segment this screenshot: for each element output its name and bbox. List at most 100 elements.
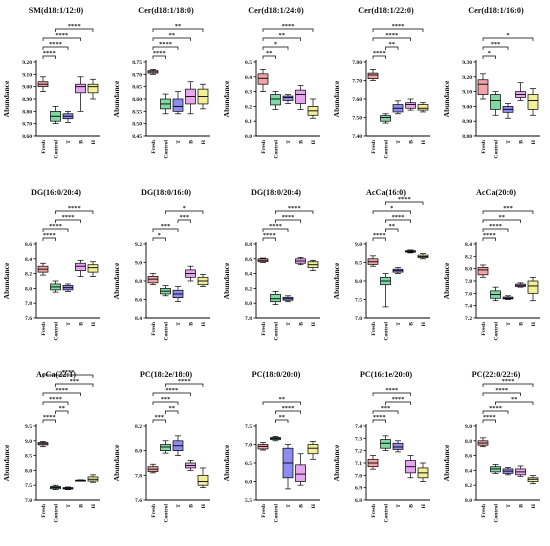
significance-label: ** — [389, 223, 395, 230]
significance-label: **** — [49, 223, 62, 230]
box-control — [270, 293, 281, 303]
significance-label: **** — [43, 50, 56, 57]
x-tick-label: Control — [384, 322, 390, 341]
x-tick-label: H — [421, 139, 427, 144]
box-b — [295, 89, 306, 104]
significance-bracket — [275, 219, 301, 223]
y-tick-label: 7.8 — [135, 473, 142, 479]
significance-bracket — [42, 392, 81, 396]
significance-label: **** — [495, 387, 508, 394]
significance-label: **** — [392, 214, 405, 221]
box-fresh — [147, 276, 159, 284]
x-tick-label: Control — [494, 322, 500, 341]
y-tick-label: 8.65 — [132, 85, 142, 91]
significance-label: **** — [43, 414, 56, 421]
significance-label: *** — [161, 223, 171, 230]
significance-bracket — [495, 401, 534, 405]
y-tick-label: 8.8 — [135, 279, 142, 285]
significance-bracket — [42, 228, 69, 232]
significance-bracket — [152, 37, 191, 41]
x-tick-label: Fresh — [151, 139, 157, 153]
x-tick-label: Control — [274, 504, 280, 523]
x-tick-label: Control — [384, 140, 390, 159]
x-tick-label: Control — [494, 140, 500, 159]
significance-bracket — [152, 228, 179, 232]
significance-bracket — [385, 401, 411, 405]
x-tick-label: H — [91, 139, 97, 144]
x-tick-label: T — [286, 322, 292, 326]
x-tick-label: H — [311, 503, 317, 508]
chart-panel-13: PC(18:0/20:0) Abundance 5.5 6.0 6.5 7.0 7.5 Fre… — [222, 370, 320, 523]
y-tick-label: 9.10 — [462, 90, 472, 96]
significance-label: *** — [503, 205, 513, 212]
x-tick-label: B — [189, 322, 195, 326]
box-h — [197, 474, 209, 486]
chart-panel-4: Cer(d18:1/22:0) Abundance 7.40 7.50 7.60 7.70… — [332, 6, 430, 159]
x-tick-label: H — [531, 503, 537, 508]
significance-bracket — [482, 37, 534, 41]
x-tick-label: Fresh — [41, 321, 47, 335]
y-tick-label: 7.8 — [25, 301, 32, 307]
significance-bracket — [262, 237, 276, 241]
y-tick-label: 8.0 — [25, 286, 32, 292]
y-tick-label: 7.6 — [135, 498, 142, 504]
significance-bracket — [152, 28, 204, 32]
y-tick-label: 7.0 — [355, 316, 362, 322]
significance-bracket — [152, 392, 191, 396]
box-control — [380, 115, 391, 122]
chart-title: Cer(d18:1/18:0) — [138, 6, 194, 15]
x-tick-label: Fresh — [371, 503, 377, 517]
x-tick-label: B — [409, 140, 415, 144]
significance-label: **** — [153, 50, 166, 57]
chart-panel-2: Cer(d18:1/18:0) Abundance 8.45 8.50 8.55 8.60… — [112, 6, 210, 159]
y-tick-label: 8.2 — [465, 254, 472, 260]
significance-bracket — [55, 383, 94, 387]
x-tick-label: B — [189, 140, 195, 144]
chart-panel-9: AcCa(16:0) Abundance 7.0 7.5 8.0 8.5 9.0 Fresh C… — [332, 188, 430, 341]
x-tick-label: B — [79, 140, 85, 144]
significance-bracket — [482, 419, 496, 423]
x-tick-label: Control — [164, 322, 170, 341]
chart-title: AcCa(16:0) — [366, 188, 406, 197]
significance-label: ** — [59, 405, 65, 412]
significance-bracket — [262, 28, 314, 32]
significance-bracket — [42, 55, 56, 59]
box-h — [527, 280, 539, 294]
significance-bracket — [372, 55, 386, 59]
significance-bracket — [482, 383, 534, 387]
significance-label: **** — [282, 405, 295, 412]
y-tick-label: 9.00 — [462, 104, 472, 110]
y-tick-label: 8.8 — [465, 439, 472, 445]
y-tick-label: 8.6 — [25, 242, 32, 248]
significance-bracket — [372, 392, 411, 396]
x-tick-label: Control — [54, 322, 60, 341]
significance-bracket — [42, 374, 94, 378]
significance-label: **** — [43, 232, 56, 239]
significance-bracket — [482, 392, 521, 396]
y-tick-label: 7.8 — [465, 279, 472, 285]
significance-bracket — [152, 55, 166, 59]
significance-label: **** — [269, 223, 282, 230]
y-axis-label: Abundance — [332, 444, 341, 481]
y-tick-label: 6.8 — [355, 498, 362, 504]
chart-panel-7: DG(18:0/16:0) Abundance 8.4 8.6 8.8 9.0 9.2 Fre… — [112, 188, 210, 341]
significance-bracket — [165, 383, 204, 387]
y-tick-label: 7.8 — [245, 316, 252, 322]
x-tick-label: H — [311, 321, 317, 326]
y-tick-label: 8.4 — [135, 316, 142, 322]
significance-bracket — [482, 237, 496, 241]
y-tick-label: 7.2 — [355, 449, 362, 455]
significance-label: **** — [483, 414, 496, 421]
y-tick-label: 8.70 — [132, 72, 142, 78]
significance-bracket — [42, 237, 56, 241]
y-tick-label: 8.6 — [135, 298, 142, 304]
significance-bracket — [262, 46, 289, 50]
significance-label: **** — [288, 205, 301, 212]
chart-panel-3: Cer(d18:1/24:0) Abundance 0.0 0.1 0.2 0.3 0.4 0… — [222, 6, 320, 159]
y-tick-label: 0.3 — [245, 90, 252, 96]
x-tick-label: Control — [494, 504, 500, 523]
x-tick-label: H — [311, 139, 317, 144]
significance-bracket — [275, 410, 301, 414]
y-tick-label: 8.5 — [355, 261, 362, 267]
y-tick-label: 7.5 — [355, 298, 362, 304]
